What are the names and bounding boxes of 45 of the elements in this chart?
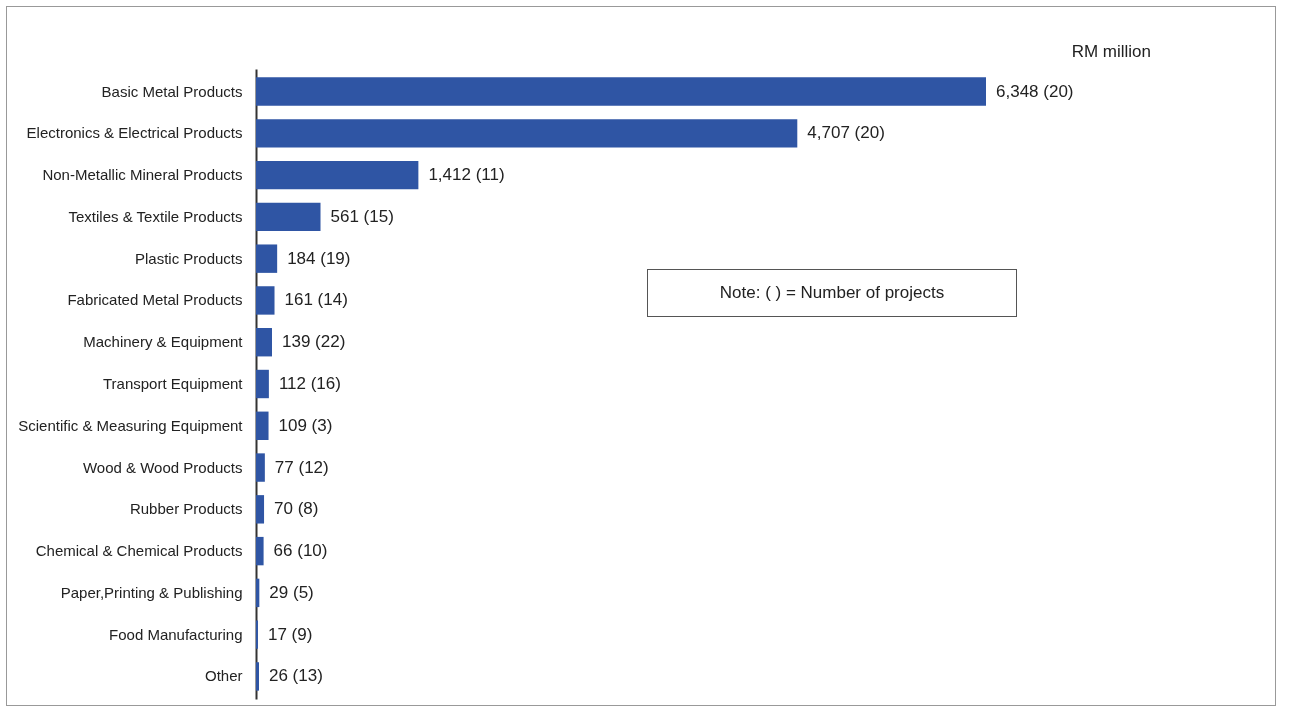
y-tick-label: Non-Metallic Mineral Products [42,166,243,184]
y-tick-label: Other [204,667,243,685]
data-label: 161 (14) [284,290,348,310]
bar [256,160,419,190]
text: RM million [1071,42,1151,61]
data-label: 184 (19) [287,248,351,268]
bar [256,411,269,440]
bar [256,244,278,273]
bar [256,328,272,357]
bar [256,662,259,691]
y-tick-label: Plastic Products [134,249,243,267]
data-label: 66 (10) [273,541,328,561]
y-tick-label: Textiles & Textile Products [68,207,243,225]
bar [256,453,265,482]
data-label: 561 (15) [330,206,394,226]
data-label: 139 (22) [281,332,346,352]
annotation: Note: ( ) = Number of projects [719,283,945,303]
y-tick-label: Electronics & Electrical Products [26,124,243,142]
y-tick-label: Basic Metal Products [101,82,243,100]
bar [256,119,798,148]
data-label: 29 (5) [269,582,314,602]
data-label: 1,412 (11) [428,165,505,185]
data-label: 26 (13) [268,666,323,686]
bar [256,495,265,524]
data-label: 70 (8) [274,499,319,519]
y-tick-label: Paper,Printing & Publishing [60,583,243,601]
y-tick-label: Machinery & Equipment [83,333,244,351]
data-label: 4,707 (20) [807,123,885,143]
y-tick-label: Chemical & Chemical Products [35,542,243,560]
data-label: 109 (3) [278,415,333,435]
bar [256,202,321,232]
bar [256,536,264,566]
data-label: 6,348 (20) [996,81,1074,101]
y-tick-label: Food Manufacturing [109,625,243,643]
y-tick-label: Fabricated Metal Products [67,291,243,309]
bar [256,77,986,106]
y-tick-label: Scientific & Measuring Equipment [18,416,244,434]
bar [256,286,275,315]
y-tick-label: Rubber Products [129,500,243,518]
y-tick-label: Transport Equipment [102,375,244,392]
data-label: 112 (16) [278,374,341,393]
data-label: 17 (9) [267,624,313,644]
data-label: 77 (12) [274,457,329,477]
bar [256,369,269,399]
y-tick-label: Wood & Wood Products [82,458,243,476]
